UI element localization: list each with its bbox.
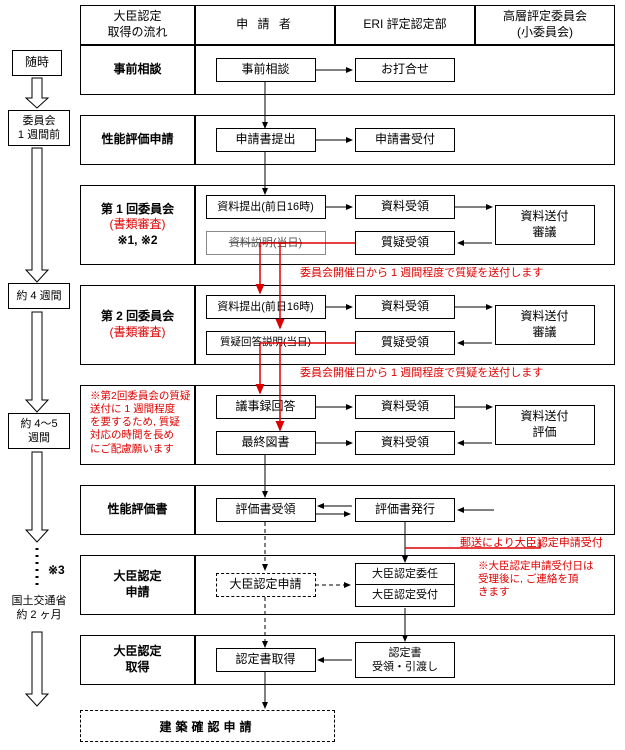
note-uketsukebi: ※大臣認定申請受付日は受理後に, ご連絡を頂きます bbox=[478, 560, 618, 599]
row9-box: 建築確認申請 bbox=[80, 710, 335, 742]
row2-label: 性能評価申請 bbox=[80, 115, 195, 165]
row5-col2: 議事録回答 最終図書 bbox=[195, 385, 335, 465]
node-shiryoujuryou1: 資料受領 bbox=[355, 195, 455, 219]
header-col4-text: 高層評定委員会(小委員会) bbox=[503, 9, 587, 40]
row2-col4 bbox=[475, 115, 615, 165]
node-nintei-shutoku: 認定書取得 bbox=[216, 648, 316, 672]
node-shiryosoufu3: 資料送付評価 bbox=[495, 405, 595, 445]
row2-col2: 申請書提出 bbox=[195, 115, 335, 165]
row1-col2: 事前相談 bbox=[195, 45, 335, 95]
row8-label: 大臣認定取得 bbox=[80, 635, 195, 685]
node-shiryoteishutsu2: 資料提出(前日16時) bbox=[206, 295, 326, 319]
row3-col3: 資料受領 質疑受領 bbox=[335, 185, 475, 265]
header-col1: 大臣認定取得の流れ bbox=[80, 5, 195, 45]
row5-col3: 資料受領 資料受領 bbox=[335, 385, 475, 465]
row6-col2: 評価書受領 bbox=[195, 485, 335, 535]
row4-label: 第 2 回委員会 (書類審査) bbox=[80, 285, 195, 365]
node-shiryoujuryou2: 資料受領 bbox=[355, 295, 455, 319]
node-daijin-inin: 大臣認定委任 bbox=[355, 563, 455, 585]
row6-label: 性能評価書 bbox=[80, 485, 195, 535]
note-longtime: ※第2回委員会の質疑送付に 1 週間程度を要するため, 質疑対応の時間を長めにご… bbox=[90, 390, 195, 456]
node-hyoukasho-juryou: 評価書受領 bbox=[216, 498, 316, 522]
header-col1-text: 大臣認定取得の流れ bbox=[107, 9, 167, 40]
node-nintei-juryou: 認定書受領・引渡し bbox=[355, 642, 455, 678]
row1-label: 事前相談 bbox=[80, 45, 195, 95]
row4-sub1: (書類審査) bbox=[110, 325, 166, 341]
node-shitsugi2: 質疑受領 bbox=[355, 331, 455, 355]
node-hyoukasho-hakkou: 評価書発行 bbox=[355, 498, 455, 522]
row3-label: 第 1 回委員会 (書類審査) ※1, ※2 bbox=[80, 185, 195, 265]
node-shinseisho: 申請書提出 bbox=[216, 128, 316, 152]
header-col2: 申 請 者 bbox=[195, 5, 335, 45]
row4-col4: 資料送付審議 bbox=[475, 285, 615, 365]
note-yuusou: 郵送により大臣認定申請受付 bbox=[460, 537, 625, 551]
node-shiryosoufu1: 資料送付審議 bbox=[495, 205, 595, 245]
left-w45: 約 4〜5週間 bbox=[8, 413, 70, 449]
left-kokudo: 国土交通省約 2 ヶ月 bbox=[4, 590, 74, 626]
node-shinseiuketsuke: 申請書受付 bbox=[355, 128, 455, 152]
note-shitsugi2: 委員会開催日から 1 週間程度で質疑を送付します bbox=[300, 367, 620, 381]
header-col2-text: 申 請 者 bbox=[236, 17, 294, 33]
node-shiryosetsu: 資料説明(当日) bbox=[206, 231, 326, 255]
row4-main: 第 2 回委員会 bbox=[101, 309, 174, 325]
note-shitsugi1: 委員会開催日から 1 週間程度で質疑を送付します bbox=[300, 267, 620, 281]
row7-col2: 大臣認定申請 bbox=[195, 555, 335, 615]
row3-main: 第 1 回委員会 bbox=[101, 202, 174, 218]
row1-col3: お打合せ bbox=[335, 45, 475, 95]
header-col4: 高層評定委員会(小委員会) bbox=[475, 5, 615, 45]
node-saishuzusho: 最終図書 bbox=[216, 431, 316, 455]
node-shitsugi1: 質疑受領 bbox=[355, 231, 455, 255]
node-daijin-uketsuke: 大臣認定受付 bbox=[355, 585, 455, 607]
row6-col3: 評価書発行 bbox=[335, 485, 475, 535]
row4-col2: 資料提出(前日16時) 質疑回答説明(当日) bbox=[195, 285, 335, 365]
row3-col4: 資料送付審議 bbox=[475, 185, 615, 265]
header-col3-text: ERI 評定認定部 bbox=[363, 17, 446, 33]
row3-col2: 資料提出(前日16時) 資料説明(当日) bbox=[195, 185, 335, 265]
node-jizensoudan: 事前相談 bbox=[216, 58, 316, 82]
node-gijiroku: 議事録回答 bbox=[216, 395, 316, 419]
left-ref3: ※3 bbox=[48, 563, 65, 577]
left-iinkai: 委員会1 週間前 bbox=[8, 110, 70, 146]
node-shitsugikaitousetsu: 質疑回答説明(当日) bbox=[206, 331, 326, 355]
row6-col4 bbox=[475, 485, 615, 535]
node-daijin-shinsei: 大臣認定申請 bbox=[216, 573, 316, 597]
row8-col2: 認定書取得 bbox=[195, 635, 335, 685]
row7-label: 大臣認定申請 bbox=[80, 555, 195, 615]
row3-sub1: (書類審査) bbox=[110, 217, 166, 233]
node-shiryoteishutsu: 資料提出(前日16時) bbox=[206, 195, 326, 219]
row1-col4 bbox=[475, 45, 615, 95]
row4-col3: 資料受領 質疑受領 bbox=[335, 285, 475, 365]
left-zuiji: 随時 bbox=[12, 50, 62, 76]
row7-col3: 大臣認定委任 大臣認定受付 bbox=[335, 555, 475, 615]
row3-sub2: ※1, ※2 bbox=[117, 233, 157, 249]
row8-col3: 認定書受領・引渡し bbox=[335, 635, 475, 685]
left-w4: 約 4 週間 bbox=[8, 283, 70, 309]
row5-col4: 資料送付評価 bbox=[475, 385, 615, 465]
header-col3: ERI 評定認定部 bbox=[335, 5, 475, 45]
row2-col3: 申請書受付 bbox=[335, 115, 475, 165]
node-shiryoujuryou4: 資料受領 bbox=[355, 431, 455, 455]
node-ouchiawase: お打合せ bbox=[355, 58, 455, 82]
node-shiryoujuryou3: 資料受領 bbox=[355, 395, 455, 419]
node-shiryosoufu2: 資料送付審議 bbox=[495, 305, 595, 345]
row8-col4 bbox=[475, 635, 615, 685]
